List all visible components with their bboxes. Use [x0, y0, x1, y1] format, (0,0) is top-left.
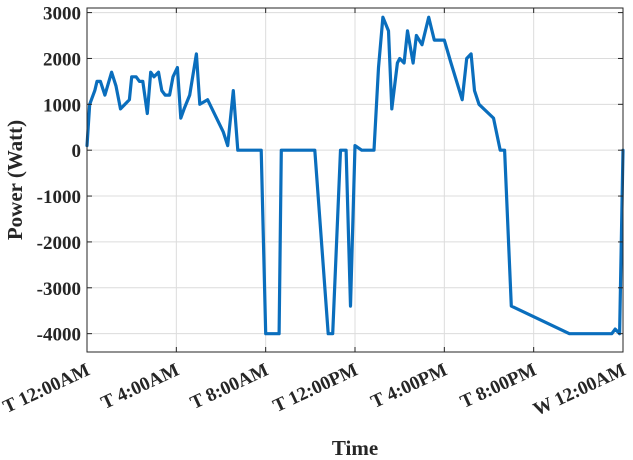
y-tick-label: -1000 [37, 187, 81, 208]
series-layer [85, 15, 625, 336]
y-tick-label: -3000 [37, 279, 81, 300]
x-tick-label: T 8:00AM [187, 359, 272, 413]
y-axis-title: Power (Watt) [3, 120, 27, 240]
y-tick-label: 0 [72, 141, 82, 162]
x-tick-label: T 12:00PM [270, 359, 361, 416]
x-tick-label: T 12:00AM [0, 359, 93, 417]
power-series-line [85, 15, 625, 336]
x-axis-title: Time [332, 436, 378, 460]
x-tick-label: W 12:00AM [530, 359, 629, 420]
y-tick-label: 1000 [43, 95, 81, 116]
y-tick-label: -4000 [37, 325, 81, 346]
y-tick-label: 3000 [43, 4, 81, 25]
y-tick-labels: -4000 -3000 -2000 -1000 0 1000 2000 3000 [37, 4, 81, 346]
x-tick-label: T 4:00AM [98, 359, 183, 413]
x-tick-label: T 8:00PM [457, 359, 540, 412]
axis-ticks [86, 8, 624, 352]
y-tick-label: 2000 [43, 49, 81, 70]
x-tick-label: T 4:00PM [368, 359, 451, 412]
y-tick-label: -2000 [37, 233, 81, 254]
